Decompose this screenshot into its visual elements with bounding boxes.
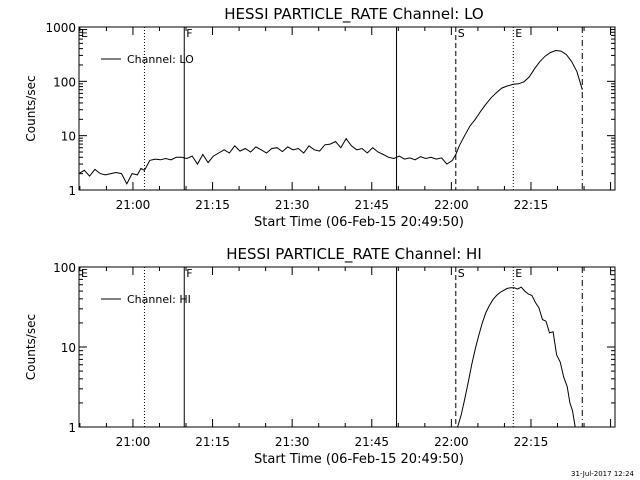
y-tick-label: 1000 [45, 21, 76, 35]
x-tick-label: 21:30 [275, 198, 310, 212]
y-tick-label: 100 [53, 261, 76, 275]
event-marker-label: E [81, 267, 88, 280]
y-tick-label: 10 [61, 130, 76, 144]
series-line [457, 286, 576, 428]
legend-label: Channel: LO [127, 53, 194, 66]
x-tick-label: 21:15 [195, 435, 230, 449]
x-tick-label: 22:15 [514, 198, 549, 212]
event-marker-label: E [515, 27, 522, 40]
event-marker-label: S [458, 27, 465, 40]
y-tick-label: 1 [68, 184, 76, 198]
x-tick-label: 21:00 [116, 435, 151, 449]
y-tick-label: 10 [61, 341, 76, 355]
event-marker-label: F [186, 267, 192, 280]
series-line [78, 49, 583, 185]
x-tick-label: 21:45 [354, 198, 389, 212]
event-marker-label: F [186, 27, 192, 40]
x-axis-label: Start Time (06-Feb-15 20:49:50) [254, 215, 464, 230]
x-tick-label: 21:15 [195, 198, 230, 212]
x-tick-label: 22:00 [434, 198, 469, 212]
y-axis-label: Counts/sec [24, 314, 38, 380]
legend-label: Channel: HI [127, 293, 191, 306]
x-tick-label: 21:45 [354, 435, 389, 449]
x-tick-label: 21:30 [275, 435, 310, 449]
y-tick-label: 1 [68, 421, 76, 435]
y-tick-label: 100 [53, 75, 76, 89]
plot-frame [78, 266, 616, 428]
x-tick-label: 22:15 [514, 435, 549, 449]
x-tick-label: 21:00 [116, 198, 151, 212]
plot-frame [78, 26, 616, 191]
plot-timestamp: 31-Jul-2017 12:24 [570, 470, 634, 478]
lo-channel-panel: HESSI PARTICLE_RATE Channel: LO Counts/se… [24, 5, 616, 230]
x-tick-label: 22:00 [434, 435, 469, 449]
event-marker-label: E [515, 267, 522, 280]
x-axis-label: Start Time (06-Feb-15 20:49:50) [254, 452, 464, 467]
hi-channel-panel: HESSI PARTICLE_RATE Channel: HI Counts/se… [24, 245, 616, 467]
y-axis-label: Counts/sec [24, 75, 38, 141]
chart-title: HESSI PARTICLE_RATE Channel: HI [226, 245, 482, 264]
event-marker-label: S [458, 267, 465, 280]
chart-title: HESSI PARTICLE_RATE Channel: LO [224, 5, 483, 24]
event-marker-label: E [81, 27, 88, 40]
